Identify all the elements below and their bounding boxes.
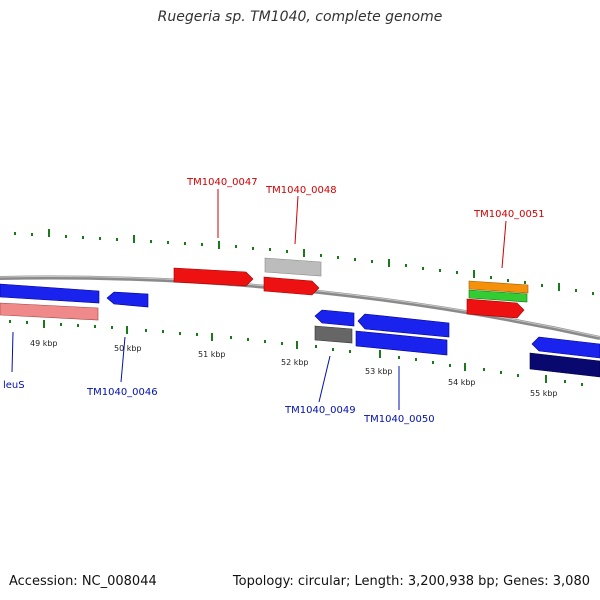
map-title: Ruegeria sp. TM1040, complete genome (157, 9, 443, 25)
label-leus[interactable]: leuS (3, 380, 25, 391)
feature-orange (468, 280, 529, 294)
gene-tm1040-0051[interactable] (466, 298, 525, 319)
gene-tm1040-0050[interactable] (357, 313, 450, 338)
kbp-label: 51 kbp (198, 350, 226, 359)
gene-tm1040-0046[interactable] (106, 291, 149, 308)
label-tm1040-0047[interactable]: TM1040_0047 (186, 177, 258, 188)
label-tm1040-0049[interactable]: TM1040_0049 (284, 405, 356, 416)
label-tm1040-0051[interactable]: TM1040_0051 (473, 209, 545, 220)
reverse-label-connectors (11, 331, 400, 410)
gene-tm1040-0049[interactable] (314, 309, 355, 327)
kbp-label: 53 kbp (365, 367, 393, 376)
lower-tick-row (9, 320, 583, 386)
label-tm1040-0048[interactable]: TM1040_0048 (265, 185, 337, 196)
feature-next-reverse-b (529, 352, 600, 378)
feature-tm1040-0050-b (355, 330, 448, 356)
genome-summary-text: Topology: circular; Length: 3,200,938 bp… (232, 574, 590, 589)
forward-label-connectors (217, 189, 507, 269)
accession-text: Accession: NC_008044 (9, 574, 157, 589)
gene-tm1040-0048[interactable] (263, 276, 320, 296)
feature-green (468, 289, 528, 303)
kbp-label: 54 kbp (448, 378, 476, 387)
gene-tm1040-0048-shadow (264, 257, 322, 277)
upper-tick-row (14, 229, 594, 295)
kbp-label: 52 kbp (281, 358, 309, 367)
label-tm1040-0050[interactable]: TM1040_0050 (363, 414, 435, 425)
kbp-label: 55 kbp (530, 389, 558, 398)
kbp-label: 50 kbp (114, 344, 142, 353)
gene-leus[interactable] (0, 283, 100, 304)
feature-tm1040-0049-shadow (314, 325, 353, 344)
label-tm1040-0046[interactable]: TM1040_0046 (86, 387, 158, 398)
feature-leus-rna (0, 302, 99, 321)
gene-next-reverse[interactable] (531, 336, 600, 359)
gene-tm1040-0047[interactable] (173, 267, 254, 287)
kbp-label: 49 kbp (30, 339, 58, 348)
